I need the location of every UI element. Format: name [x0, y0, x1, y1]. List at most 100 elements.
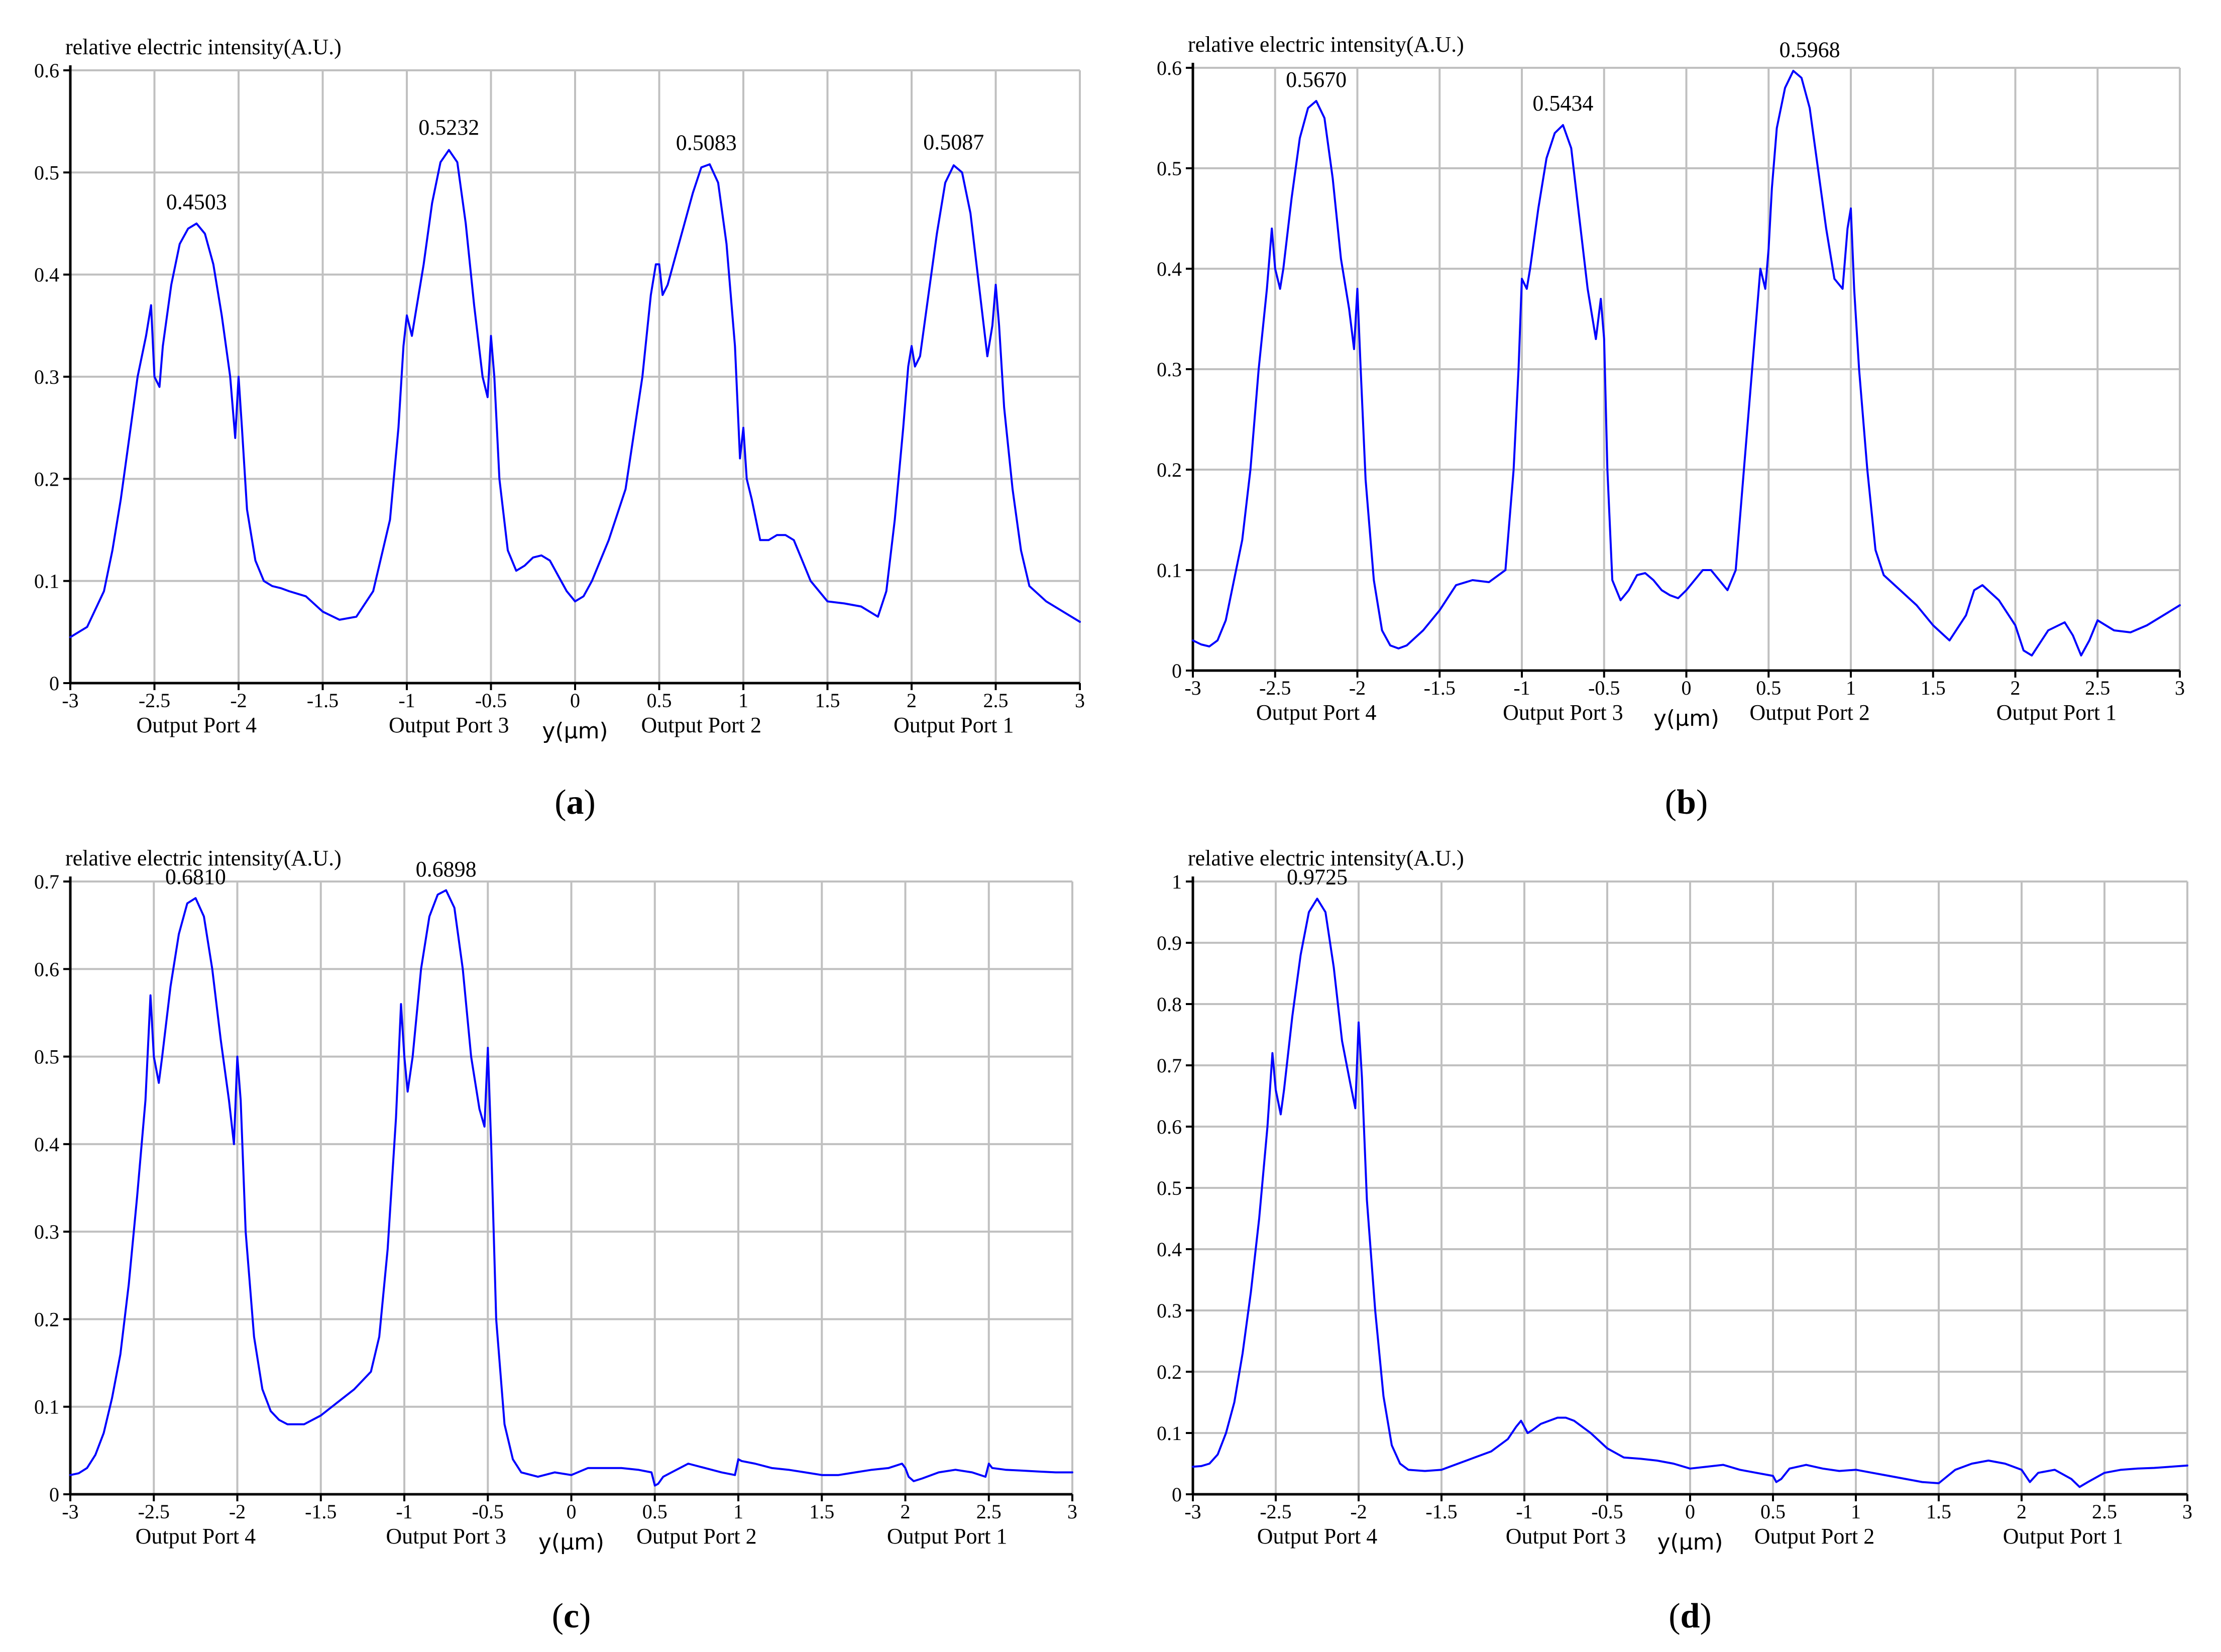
panel-label: (b)	[1665, 783, 1708, 822]
y-tick-label: 0.7	[34, 870, 59, 893]
x-tick-label: 0	[1682, 677, 1692, 699]
x-axis-label: y(μm)	[538, 1529, 604, 1555]
y-tick-label: 0.4	[34, 264, 59, 286]
y-tick-label: 0.2	[1157, 1361, 1182, 1383]
output-port-label: Output Port 4	[1257, 1524, 1378, 1549]
x-tick-label: -1	[398, 689, 415, 712]
x-tick-label: 3	[1067, 1500, 1077, 1523]
x-tick-label: 0.5	[1760, 1500, 1786, 1523]
y-tick-label: 0.9	[1157, 932, 1182, 954]
x-tick-label: 1.5	[1921, 677, 1946, 699]
x-tick-label: -2	[1349, 677, 1366, 699]
peak-value-label: 0.5087	[923, 130, 984, 155]
output-port-label: Output Port 3	[1506, 1524, 1626, 1549]
x-tick-label: -1	[1513, 677, 1530, 699]
y-tick-label: 0	[49, 672, 59, 695]
peak-value-label: 0.9725	[1287, 865, 1348, 890]
y-tick-label: 0.1	[1157, 559, 1182, 582]
x-tick-label: 1	[1851, 1500, 1861, 1523]
y-tick-label: 0.3	[1157, 358, 1182, 381]
y-axis-label: relative electric intensity(A.U.)	[1188, 32, 1464, 57]
y-tick-label: 0.6	[1157, 1116, 1182, 1138]
x-tick-label: -1.5	[1424, 677, 1456, 699]
chart-panel-a: -3 -2.5 -2 -1.5 -1 -0.5 0 0.5 1 1.5 2 2.5 3 0 0.1 0.2 0.…	[34, 35, 1085, 822]
x-tick-label: 2	[2017, 1500, 2027, 1523]
output-port-label: Output Port 2	[641, 713, 761, 737]
x-tick-label: -3	[1184, 1500, 1201, 1523]
y-tick-label: 0.5	[1157, 1177, 1182, 1199]
y-tick-label: 0.5	[34, 161, 59, 184]
peak-value-label: 0.5232	[418, 115, 479, 140]
x-tick-label: 0.5	[642, 1500, 668, 1523]
x-tick-label: 3	[2175, 677, 2185, 699]
x-tick-label: 1	[1846, 677, 1856, 699]
y-tick-label: 0.3	[1157, 1299, 1182, 1322]
x-tick-label: -1.5	[1425, 1500, 1457, 1523]
x-tick-label: -1.5	[305, 1500, 337, 1523]
output-port-label: Output Port 2	[636, 1524, 757, 1549]
y-tick-label: 0.2	[34, 468, 59, 490]
y-tick-label: 0.5	[34, 1046, 59, 1068]
output-port-label: Output Port 2	[1754, 1524, 1875, 1549]
x-axis-label: y(μm)	[1657, 1529, 1723, 1555]
x-tick-label: 1	[733, 1500, 743, 1523]
panel-label: (a)	[554, 783, 596, 822]
output-port-label: Output Port 4	[136, 713, 257, 737]
y-tick-label: 0.8	[1157, 993, 1182, 1016]
x-tick-label: 3	[2182, 1500, 2192, 1523]
intensity-curve	[1192, 70, 2181, 656]
y-tick-label: 0.3	[34, 366, 59, 388]
x-tick-label: -3	[62, 689, 78, 712]
intensity-curve	[69, 889, 1073, 1487]
chart-panel-b: -3 -2.5 -2 -1.5 -1 -0.5 0 0.5 1 1.5 2 2.5 3 0 0.1 0.2 0.…	[1157, 32, 2185, 822]
x-axis-label: y(μm)	[542, 718, 608, 744]
chart-panel-d: -3 -2.5 -2 -1.5 -1 -0.5 0 0.5 1 1.5 2 2.5 3 0 0.1 0.2 0.…	[1157, 846, 2192, 1635]
x-tick-label: -1.5	[307, 689, 339, 712]
x-tick-label: 1.5	[1926, 1500, 1951, 1523]
x-tick-label: 0	[1685, 1500, 1695, 1523]
x-tick-label: 2.5	[2092, 1500, 2117, 1523]
y-tick-label: 0.1	[34, 1396, 59, 1418]
x-tick-label: 2.5	[976, 1500, 1002, 1523]
y-tick-label: 0.4	[34, 1133, 59, 1156]
y-tick-label: 0.1	[1157, 1422, 1182, 1445]
x-tick-label: -2.5	[1260, 1500, 1291, 1523]
x-tick-label: -1	[1516, 1500, 1532, 1523]
output-port-label: Output Port 3	[389, 713, 509, 737]
x-tick-label: 2	[901, 1500, 911, 1523]
y-tick-label: 0.2	[1157, 459, 1182, 481]
x-tick-label: 0.5	[1756, 677, 1781, 699]
x-tick-label: -2	[1350, 1500, 1367, 1523]
y-tick-label: 0.2	[34, 1308, 59, 1331]
y-tick-label: 0	[1172, 659, 1182, 682]
x-tick-label: -0.5	[1588, 677, 1620, 699]
x-tick-label: -3	[1184, 677, 1201, 699]
y-tick-label: 0.4	[1157, 258, 1182, 280]
y-tick-label: 0	[49, 1483, 59, 1506]
x-tick-label: 0	[570, 689, 580, 712]
x-tick-label: -2	[230, 689, 247, 712]
x-tick-label: 1.5	[815, 689, 840, 712]
x-tick-label: -3	[62, 1500, 78, 1523]
peak-value-label: 0.5083	[676, 130, 737, 155]
chart-panel-c: -3 -2.5 -2 -1.5 -1 -0.5 0 0.5 1 1.5 2 2.5 3 0 0.1 0.2 0.…	[34, 846, 1077, 1635]
x-tick-label: -0.5	[472, 1500, 504, 1523]
peak-value-label: 0.4503	[166, 189, 227, 214]
y-tick-label: 0.6	[34, 59, 59, 82]
x-tick-label: 2.5	[2085, 677, 2110, 699]
x-tick-label: 0	[567, 1500, 577, 1523]
y-tick-label: 0.3	[34, 1221, 59, 1243]
x-tick-label: -2.5	[1259, 677, 1291, 699]
x-tick-label: 2	[907, 689, 917, 712]
y-tick-label: 0.6	[1157, 57, 1182, 79]
peak-value-label: 0.5670	[1286, 67, 1347, 92]
x-tick-label: 1.5	[809, 1500, 834, 1523]
y-tick-label: 0.6	[34, 958, 59, 980]
x-tick-label: -2.5	[138, 1500, 170, 1523]
intensity-curve	[69, 149, 1081, 638]
output-port-label: Output Port 3	[1503, 700, 1623, 725]
intensity-curve	[1192, 898, 2188, 1488]
y-axis-label: relative electric intensity(A.U.)	[1188, 846, 1464, 870]
output-port-label: Output Port 3	[386, 1524, 506, 1549]
y-tick-label: 0.7	[1157, 1054, 1182, 1077]
